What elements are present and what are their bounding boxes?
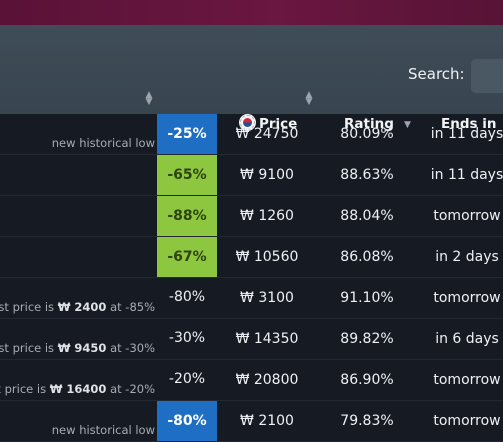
column-header-price-label: Price (259, 116, 298, 132)
lowest-price-note: est price is ₩ 9450 at -30% (0, 341, 155, 355)
sort-desc-icon[interactable]: ▼ (404, 120, 411, 130)
price-cell: ₩ 3100 (240, 290, 294, 306)
search-label: Search: (408, 65, 465, 83)
historical-low-note: new historical low (51, 136, 155, 150)
ends-in-cell: tomorrow (433, 413, 501, 429)
rating-cell: 80.09% (340, 126, 394, 142)
rating-cell: 88.04% (340, 208, 394, 224)
table-row[interactable]: -88% ₩ 1260 88.04% tomorrow (0, 196, 503, 237)
lowest-price-value: ₩ 9450 (57, 341, 107, 355)
discount-badge: -88% (157, 196, 217, 236)
discount-badge: -65% (157, 155, 217, 195)
column-header-price[interactable]: Price (239, 113, 297, 135)
price-cell: ₩ 24750 (235, 126, 299, 142)
rating-cell: 91.10% (340, 290, 394, 306)
historical-low-note: new historical low (51, 423, 155, 437)
lowest-price-note: est price is ₩ 2400 at -85% (0, 300, 155, 314)
ends-in-cell: tomorrow (433, 208, 501, 224)
price-cell: ₩ 9100 (240, 167, 294, 183)
column-header-rating-label: Rating (344, 116, 394, 132)
korea-flag-icon (239, 114, 256, 131)
column-header-ends-in-label: Ends in (441, 116, 497, 132)
sort-icon[interactable]: ▲ ▼ (145, 90, 153, 107)
discount-badge: -20% (168, 371, 206, 387)
discount-badge: -30% (168, 330, 206, 346)
table-row[interactable]: st price is ₩ 16400 at -20% -20% ₩ 20800 86… (0, 360, 503, 401)
table-row[interactable]: new historical low -25% ₩ 24750 80.09% in 11… (0, 114, 503, 155)
price-cell: ₩ 1260 (240, 208, 294, 224)
price-cell: ₩ 10560 (235, 249, 299, 265)
column-header-rating[interactable]: Rating (344, 113, 394, 135)
rating-cell: 79.83% (340, 413, 394, 429)
column-header-ends-in[interactable]: Ends in (441, 113, 496, 135)
price-cell: ₩ 2100 (240, 413, 294, 429)
table-row[interactable]: -67% ₩ 10560 86.08% in 2 days (0, 237, 503, 278)
search-input[interactable] (471, 59, 503, 93)
ends-in-cell: in 2 days (435, 249, 499, 265)
price-cell: ₩ 14350 (235, 331, 299, 347)
sort-icon[interactable]: ▲ ▼ (305, 90, 313, 107)
lowest-price-prefix: est price is (0, 341, 55, 355)
ends-in-cell: in 11 days (430, 126, 503, 142)
discount-badge: -67% (157, 237, 217, 277)
ends-in-cell: tomorrow (433, 290, 501, 306)
top-banner (0, 0, 503, 25)
table-header: Search: ▲▼ % ▼ Price ▲▼ Rating ▼ Ends in (0, 25, 503, 132)
discount-badge: -25% (157, 114, 217, 154)
deals-table-body: new historical low -25% ₩ 24750 80.09% in 11… (0, 114, 503, 442)
ends-in-cell: in 11 days (430, 167, 503, 183)
discount-badge: -80% (157, 401, 217, 441)
lowest-price-suffix: at -85% (106, 300, 155, 314)
lowest-price-value: ₩ 16400 (49, 382, 107, 396)
rating-cell: 88.63% (340, 167, 394, 183)
lowest-price-suffix: at -20% (106, 382, 155, 396)
table-row[interactable]: -65% ₩ 9100 88.63% in 11 days (0, 155, 503, 196)
rating-cell: 86.08% (340, 249, 394, 265)
lowest-price-suffix: at -30% (106, 341, 155, 355)
lowest-price-note: st price is ₩ 16400 at -20% (0, 382, 155, 396)
table-row[interactable]: est price is ₩ 9450 at -30% -30% ₩ 14350 89… (0, 319, 503, 360)
lowest-price-value: ₩ 2400 (57, 300, 107, 314)
ends-in-cell: in 6 days (435, 331, 499, 347)
table-row[interactable]: est price is ₩ 2400 at -85% -80% ₩ 3100 91.… (0, 278, 503, 319)
table-row[interactable]: new historical low -80% ₩ 2100 79.83% tomorr… (0, 401, 503, 442)
ends-in-cell: tomorrow (433, 372, 501, 388)
lowest-price-prefix: est price is (0, 300, 55, 314)
lowest-price-prefix: st price is (0, 382, 47, 396)
discount-badge: -80% (168, 289, 206, 305)
rating-cell: 89.82% (340, 331, 394, 347)
rating-cell: 86.90% (340, 372, 394, 388)
price-cell: ₩ 20800 (235, 372, 299, 388)
